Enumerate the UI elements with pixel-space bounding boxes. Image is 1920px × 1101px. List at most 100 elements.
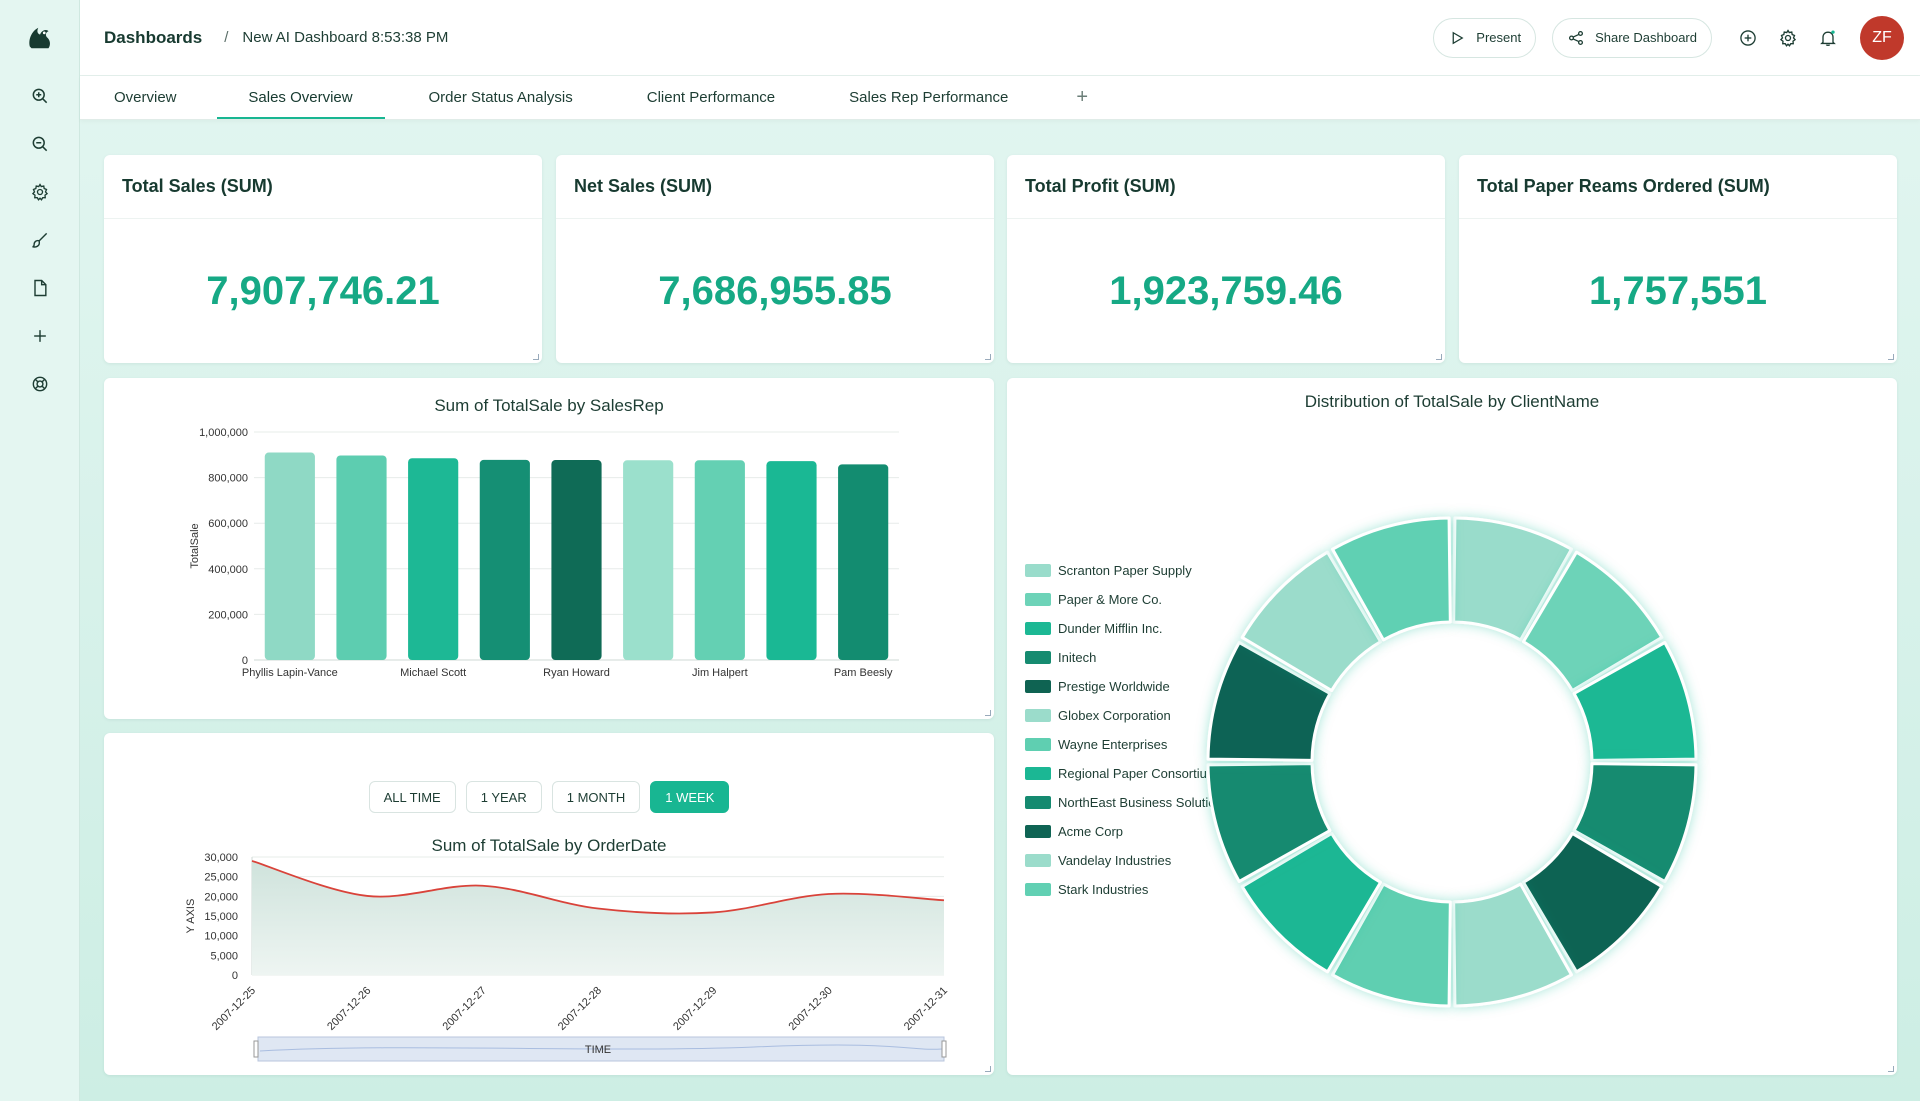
donut-slice[interactable] — [1240, 831, 1383, 974]
range-1-week-button[interactable]: 1 WEEK — [650, 781, 730, 813]
donut-slice[interactable] — [1452, 882, 1573, 1008]
legend-item[interactable]: Regional Paper Consortium — [1025, 759, 1229, 788]
tab-sales-rep-performance[interactable]: Sales Rep Performance — [849, 89, 1009, 106]
legend-item[interactable]: Vandelay Industries — [1025, 846, 1229, 875]
resize-handle[interactable] — [985, 710, 991, 716]
kpi-title: Total Paper Reams Ordered (SUM) — [1459, 155, 1897, 219]
kpi-card-total-sales: Total Sales (SUM) 7,907,746.21 — [104, 155, 542, 363]
kpi-card-total-profit: Total Profit (SUM) 1,923,759.46 — [1007, 155, 1445, 363]
resize-handle[interactable] — [985, 354, 991, 360]
breadcrumb-current: New AI Dashboard 8:53:38 PM — [242, 29, 449, 46]
y-tick-label: 10,000 — [204, 931, 238, 943]
share-dashboard-button[interactable]: Share Dashboard — [1552, 17, 1712, 58]
donut-slice[interactable] — [1572, 641, 1698, 762]
resize-handle[interactable] — [985, 1066, 991, 1072]
legend-label: Dunder Mifflin Inc. — [1058, 621, 1163, 636]
y-tick-label: 400,000 — [208, 564, 248, 576]
legend-swatch — [1025, 593, 1051, 606]
legend-item[interactable]: Initech — [1025, 643, 1229, 672]
x-tick-label: Michael Scott — [400, 667, 466, 679]
legend-swatch — [1025, 622, 1051, 635]
zoom-out-icon[interactable] — [20, 120, 60, 168]
range-1-year-button[interactable]: 1 YEAR — [465, 781, 542, 813]
plus-icon[interactable] — [20, 312, 60, 360]
tab-sales-overview[interactable]: Sales Overview — [216, 76, 385, 119]
zoom-in-icon[interactable] — [20, 72, 60, 120]
file-icon[interactable] — [20, 264, 60, 312]
resize-handle[interactable] — [533, 354, 539, 360]
brush-icon[interactable] — [20, 216, 60, 264]
legend-item[interactable]: Wayne Enterprises — [1025, 730, 1229, 759]
kpi-title: Total Profit (SUM) — [1007, 155, 1445, 219]
legend-item[interactable]: Stark Industries — [1025, 875, 1229, 904]
legend-item[interactable]: Acme Corp — [1025, 817, 1229, 846]
kpi-title: Total Sales (SUM) — [104, 155, 542, 219]
bar[interactable] — [408, 458, 459, 660]
y-tick-label: 0 — [232, 970, 238, 982]
add-circle-icon[interactable] — [1728, 18, 1768, 58]
resize-handle[interactable] — [1888, 1066, 1894, 1072]
tab-client-performance[interactable]: Client Performance — [646, 89, 776, 106]
donut-slice[interactable] — [1521, 831, 1664, 974]
range-1-month-button[interactable]: 1 MONTH — [551, 781, 641, 813]
donut-slice[interactable] — [1240, 550, 1383, 693]
line-chart-title: Sum of TotalSale by OrderDate — [431, 836, 667, 855]
bar[interactable] — [479, 459, 530, 660]
legend-item[interactable]: Globex Corporation — [1025, 701, 1229, 730]
legend-swatch — [1025, 883, 1051, 896]
line-chart: 0 5,000 10,000 15,000 20,000 25,000 30,000 Y AX… — [185, 852, 950, 1062]
legend-item[interactable]: Paper & More Co. — [1025, 585, 1229, 614]
bar[interactable] — [623, 460, 674, 660]
resize-handle[interactable] — [1436, 354, 1442, 360]
legend-swatch — [1025, 680, 1051, 693]
notification-bell-icon[interactable] — [1808, 18, 1848, 58]
x-tick-label: 2007-12-30 — [787, 985, 835, 1033]
donut-slice[interactable] — [1206, 641, 1332, 762]
legend-item[interactable]: NorthEast Business Solutions — [1025, 788, 1229, 817]
range-all-time-button[interactable]: ALL TIME — [368, 781, 456, 813]
donut-slice[interactable] — [1206, 762, 1332, 883]
legend-swatch — [1025, 738, 1051, 751]
app-logo-icon[interactable] — [20, 18, 60, 58]
legend-label: Globex Corporation — [1058, 708, 1171, 723]
bar[interactable] — [766, 461, 817, 660]
legend-item[interactable]: Scranton Paper Supply — [1025, 556, 1229, 585]
bar[interactable] — [264, 452, 315, 660]
user-avatar[interactable]: ZF — [1860, 15, 1904, 60]
settings-icon[interactable] — [1768, 18, 1808, 58]
donut-slice[interactable] — [1452, 516, 1573, 642]
tab-overview[interactable]: Overview — [114, 89, 177, 106]
slider-right-handle[interactable] — [941, 1040, 947, 1058]
help-wheel-icon[interactable] — [20, 360, 60, 408]
tab-order-status-analysis[interactable]: Order Status Analysis — [428, 89, 573, 106]
x-tick-label: 2007-12-25 — [210, 985, 258, 1033]
breadcrumb-dashboards-link[interactable]: Dashboards — [104, 27, 203, 47]
bar[interactable] — [336, 455, 387, 660]
top-bar: Dashboards / New AI Dashboard 8:53:38 PM… — [80, 0, 1920, 76]
legend-item[interactable]: Dunder Mifflin Inc. — [1025, 614, 1229, 643]
gear-icon[interactable] — [20, 168, 60, 216]
donut-slice[interactable] — [1572, 762, 1698, 883]
bar[interactable] — [551, 460, 602, 660]
x-tick-label: 2007-12-29 — [671, 985, 719, 1033]
donut-slice[interactable] — [1521, 550, 1664, 693]
present-button[interactable]: Present — [1433, 17, 1537, 58]
add-tab-icon[interactable]: + — [1076, 86, 1089, 108]
bar[interactable] — [694, 460, 745, 660]
slider-left-handle[interactable] — [253, 1040, 259, 1058]
donut-slice[interactable] — [1331, 516, 1452, 642]
y-tick-label: 15,000 — [204, 911, 238, 923]
donut-slice[interactable] — [1331, 882, 1452, 1008]
x-tick-label: Pam Beesly — [834, 667, 893, 679]
play-icon — [1452, 31, 1464, 44]
time-range-buttons: ALL TIME 1 YEAR 1 MONTH 1 WEEK — [104, 781, 994, 813]
series-line[interactable] — [251, 860, 945, 915]
legend-item[interactable]: Prestige Worldwide — [1025, 672, 1229, 701]
kpi-value: 7,686,955.85 — [658, 268, 892, 313]
resize-handle[interactable] — [1888, 354, 1894, 360]
slider-preview-line — [259, 1044, 943, 1052]
bar[interactable] — [838, 464, 889, 660]
x-tick-label: 2007-12-31 — [902, 985, 950, 1033]
x-tick-label: Phyllis Lapin-Vance — [242, 667, 338, 679]
donut-legend: Scranton Paper Supply Paper & More Co. Dun… — [1025, 556, 1229, 904]
